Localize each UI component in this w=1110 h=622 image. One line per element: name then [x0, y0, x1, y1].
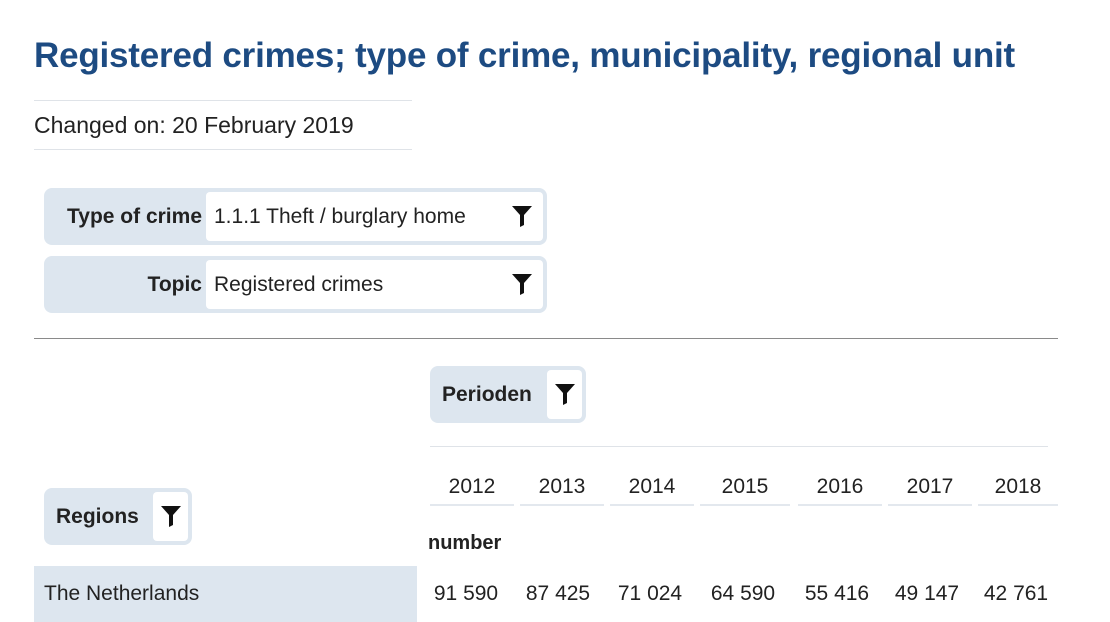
funnel-icon[interactable]: [511, 204, 533, 228]
table-cell: 42 761: [983, 582, 1049, 605]
filter-value: 1.1.1 Theft / burglary home: [214, 205, 466, 228]
perioden-dimension-button[interactable]: Perioden: [430, 366, 586, 423]
column-header-2013: 2013: [520, 470, 604, 506]
divider: [34, 338, 1058, 339]
funnel-icon[interactable]: [511, 272, 533, 296]
column-header-2017: 2017: [888, 470, 972, 506]
filter-topic-select[interactable]: Registered crimes: [206, 260, 543, 309]
perioden-label: Perioden: [442, 383, 532, 406]
column-header-2012: 2012: [430, 470, 514, 506]
filter-type-of-crime-select[interactable]: 1.1.1 Theft / burglary home: [206, 192, 543, 241]
column-header-2016: 2016: [798, 470, 882, 506]
filter-topic: Topic Registered crimes: [44, 256, 547, 313]
funnel-icon: [554, 382, 576, 406]
unit-label: number: [428, 532, 502, 554]
funnel-icon: [160, 504, 182, 528]
regions-label: Regions: [56, 505, 139, 528]
perioden-filter-button[interactable]: [547, 370, 582, 419]
table-cell: 91 590: [433, 582, 499, 605]
table-cell: 71 024: [617, 582, 683, 605]
filter-value: Registered crimes: [214, 273, 384, 296]
column-header-2014: 2014: [610, 470, 694, 506]
regions-dimension-button[interactable]: Regions: [44, 488, 192, 545]
regions-filter-button[interactable]: [153, 492, 188, 541]
period-header-rule: [430, 446, 1048, 447]
page-title: Registered crimes; type of crime, munici…: [34, 36, 1016, 75]
changed-on-date: Changed on: 20 February 2019: [34, 100, 412, 150]
row-header-the-netherlands: The Netherlands: [34, 566, 417, 622]
table-cell: 87 425: [525, 582, 591, 605]
filter-type-of-crime: Type of crime 1.1.1 Theft / burglary hom…: [44, 188, 547, 245]
filter-label: Topic: [147, 273, 202, 296]
table-cell: 64 590: [710, 582, 776, 605]
filter-label: Type of crime: [67, 205, 202, 228]
column-header-2015: 2015: [700, 470, 790, 506]
table-cell: 49 147: [894, 582, 960, 605]
column-header-2018: 2018: [978, 470, 1058, 506]
table-cell: 55 416: [804, 582, 870, 605]
